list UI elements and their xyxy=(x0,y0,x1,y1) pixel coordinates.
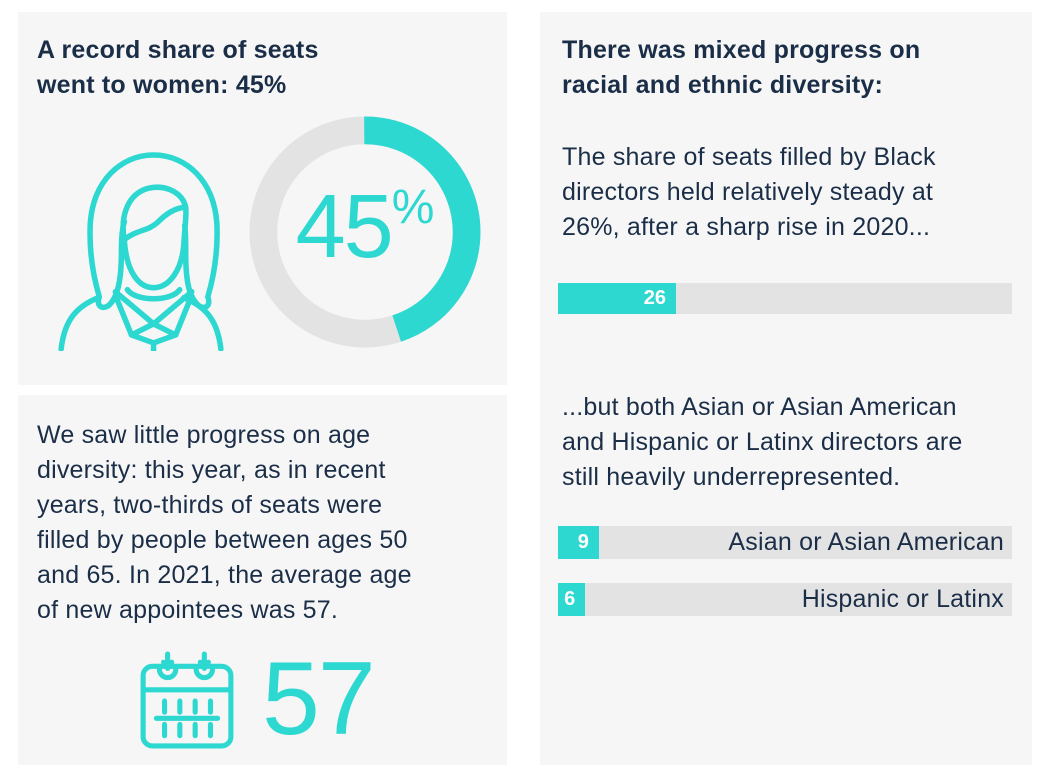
body-line: and 65. In 2021, the average age xyxy=(37,561,412,589)
asian-directors-bar-fill: 9 xyxy=(558,526,599,559)
body-line: years, two-thirds of seats were xyxy=(37,491,383,519)
body-line: diversity: this year, as in recent xyxy=(37,456,386,484)
black-directors-text: The share of seats filled by Black direc… xyxy=(562,140,936,245)
women-panel-heading: A record share of seats went to women: 4… xyxy=(37,33,319,103)
panel-women-share: A record share of seats went to women: 4… xyxy=(18,12,507,385)
body-line: filled by people between ages 50 xyxy=(37,526,408,554)
bar-category-label: Hispanic or Latinx xyxy=(801,585,1004,613)
black-directors-bar: 26 xyxy=(558,283,1012,314)
donut-percent-sign: % xyxy=(391,181,435,234)
body-line: The share of seats filled by Black xyxy=(562,143,936,171)
heading-line: racial and ethnic diversity: xyxy=(562,71,883,99)
bar-category-label: Asian or Asian American xyxy=(728,528,1004,556)
bar-value-label: 6 xyxy=(564,588,576,610)
bar-value-label: 9 xyxy=(577,531,589,553)
race-panel-heading: There was mixed progress on racial and e… xyxy=(562,33,920,103)
heading-line: A record share of seats xyxy=(37,36,319,64)
body-line: ...but both Asian or Asian American xyxy=(562,393,957,421)
donut-center-label: 45 % xyxy=(249,182,481,272)
donut-rings xyxy=(249,116,481,348)
body-line: still heavily underrepresented. xyxy=(562,463,901,491)
age-panel-text: We saw little progress on age diversity:… xyxy=(37,418,412,628)
panel-age-diversity: We saw little progress on age diversity:… xyxy=(18,395,507,765)
asian-directors-bar: 9 Asian or Asian American xyxy=(558,526,1012,559)
bar-value-label: 26 xyxy=(643,287,667,309)
hispanic-directors-bar-fill: 6 xyxy=(558,583,586,616)
body-line: 26%, after a sharp rise in 2020... xyxy=(562,213,931,241)
women-share-donut-chart: 45 % xyxy=(249,116,481,348)
body-line: and Hispanic or Latinx directors are xyxy=(562,428,963,456)
black-directors-bar-fill: 26 xyxy=(558,283,677,314)
heading-line: went to women: 45% xyxy=(37,71,287,99)
hispanic-directors-bar: 6 Hispanic or Latinx xyxy=(558,583,1012,616)
calendar-icon xyxy=(138,651,236,756)
heading-line: There was mixed progress on xyxy=(562,36,921,64)
donut-value-arc xyxy=(249,116,481,348)
panel-racial-ethnic-diversity: There was mixed progress on racial and e… xyxy=(540,12,1032,765)
body-line: of new appointees was 57. xyxy=(37,596,339,624)
body-line: directors held relatively steady at xyxy=(562,178,934,206)
body-line: We saw little progress on age xyxy=(37,421,371,449)
donut-value-text: 45 xyxy=(295,177,394,277)
underrepresented-groups-text: ...but both Asian or Asian American and … xyxy=(562,390,962,495)
average-age-stat: 57 xyxy=(262,641,376,757)
woman-outline-icon xyxy=(48,145,234,356)
